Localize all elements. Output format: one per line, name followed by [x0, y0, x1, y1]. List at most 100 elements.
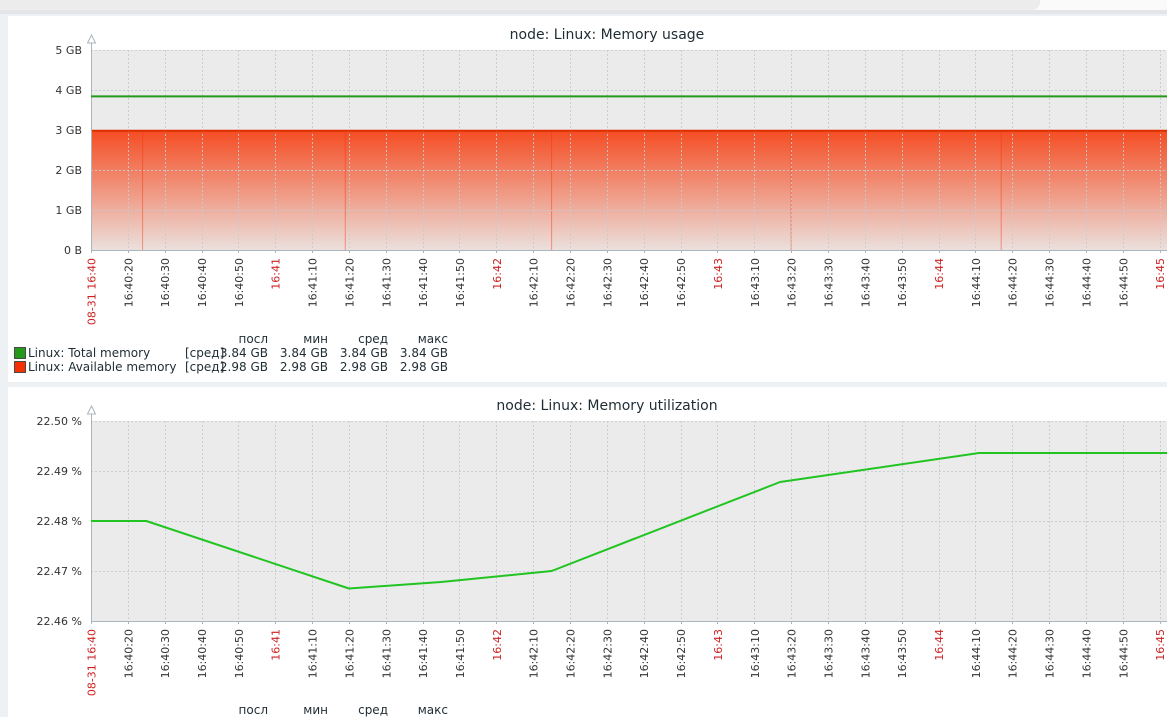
x-tick-label: 16:44:40: [1080, 629, 1093, 678]
legend-header-max: макс: [417, 703, 448, 717]
y-tick-label: 5 GB: [55, 44, 82, 57]
y-tick-label: 22.47 %: [37, 565, 82, 578]
chart-title: node: Linux: Memory utilization: [496, 398, 717, 414]
x-tick-label: 16:42:20: [565, 258, 578, 307]
y-axis-arrow-icon: [86, 404, 97, 415]
y-tick-label: 2 GB: [55, 164, 82, 177]
y-tick-label: 22.49 %: [37, 465, 82, 478]
legend-value: 3.84 GB: [339, 346, 388, 360]
x-tick-label: 16:42:30: [601, 258, 614, 307]
graph-legend: посл мин сред макс Linux: Total memory [с…: [8, 332, 534, 374]
x-tick-label: 16:40:20: [122, 629, 135, 678]
x-tick-label: 16:42:40: [638, 629, 651, 678]
x-tick-label: 16:42:30: [601, 629, 614, 678]
x-tick-label: 16:41:40: [417, 258, 430, 307]
graph-legend: посл мин сред макс: [8, 703, 534, 717]
x-tick-label: 16:42: [491, 258, 504, 290]
x-tick-label: 16:44:20: [1007, 258, 1020, 307]
x-tick-label: 16:44:30: [1044, 258, 1057, 307]
x-tick-label: 16:43: [712, 258, 725, 290]
y-tick-label: 1 GB: [55, 204, 82, 217]
legend-value: 2.98 GB: [219, 360, 268, 374]
x-tick-label: 16:40:30: [159, 258, 172, 307]
x-tick-label: 16:44:30: [1044, 629, 1057, 678]
x-tick-label: 16:42:10: [528, 629, 541, 678]
x-tick-label: 16:43: [712, 629, 725, 661]
y-tick-label: 22.46 %: [37, 615, 82, 628]
browser-tab-strip: [0, 0, 1167, 10]
x-tick-label: 16:40:40: [196, 258, 209, 307]
memory-usage-graph[interactable]: node: Linux: Memory usage 5 GB 4 GB 3 GB 2 …: [8, 16, 1167, 328]
y-tick-label: 22.48 %: [37, 515, 82, 528]
legend-value: 3.84 GB: [399, 346, 448, 360]
x-tick-label: 16:43:50: [896, 629, 909, 678]
x-tick-label: 16:43:30: [822, 629, 835, 678]
legend-swatch-cell: [14, 360, 28, 376]
x-tick-label: 16:44:50: [1117, 258, 1130, 307]
x-tick-label: 16:40:50: [233, 258, 246, 307]
legend-value: 3.84 GB: [219, 346, 268, 360]
legend-row: Linux: Available memory [сред] 2.98 GB 2.98…: [14, 360, 534, 374]
legend-header-min: мин: [303, 332, 328, 346]
plot-area: 22.50 % 22.49 % 22.48 % 22.47 % 22.46 % 08-31…: [37, 404, 1167, 696]
y-tick-label: 22.50 %: [37, 415, 82, 428]
x-tick-label: 16:42:10: [528, 258, 541, 307]
x-tick-label: 16:41:30: [380, 258, 393, 307]
x-tick-label: 16:44:40: [1080, 258, 1093, 307]
legend-value: 2.98 GB: [399, 360, 448, 374]
divider: [0, 10, 1167, 14]
x-tick-label: 08-31 16:40: [86, 258, 99, 325]
x-tick-label: 16:41:50: [454, 258, 467, 307]
x-tick-label: 16:43:40: [859, 629, 872, 678]
x-tick-label: 16:42:50: [675, 258, 688, 307]
legend-value: 2.98 GB: [339, 360, 388, 374]
line-series: [91, 452, 1167, 590]
x-tick-label: 16:41:10: [307, 629, 320, 678]
x-tick-label: 16:41:50: [454, 629, 467, 678]
legend-header-avg: сред: [358, 332, 388, 346]
x-tick-label: 16:44:10: [970, 629, 983, 678]
area-series: [91, 130, 1167, 250]
x-tick-label: 16:40:30: [159, 629, 172, 678]
x-tick-label: 16:40:40: [196, 629, 209, 678]
y-tick-label: 0 B: [64, 244, 82, 257]
memory-utilization-graph-panel: node: Linux: Memory utilization 22.50 % 2…: [8, 387, 1167, 717]
x-tick-label: 16:43:10: [749, 629, 762, 678]
x-tick-label: 16:42:40: [638, 258, 651, 307]
legend-rows: Linux: Total memory [сред] 3.84 GB 3.84 GB 3…: [14, 346, 534, 374]
x-tick-label: 16:45: [1154, 258, 1167, 290]
x-tick-label: 16:44:20: [1007, 629, 1020, 678]
plot-area: 5 GB 4 GB 3 GB 2 GB 1 GB 0 B 08-31 16:40 16:40:…: [55, 33, 1167, 325]
browser-tab[interactable]: [0, 0, 1040, 10]
x-tick-label: 16:43:30: [822, 258, 835, 307]
legend-header-min: мин: [303, 703, 328, 717]
memory-utilization-graph[interactable]: node: Linux: Memory utilization 22.50 %2…: [8, 387, 1167, 699]
legend-function: [сред]: [185, 360, 225, 374]
x-tick-label: 16:41: [270, 258, 283, 290]
legend-value: 3.84 GB: [279, 346, 328, 360]
x-tick-label: 16:44:50: [1117, 629, 1130, 678]
x-tick-label: 16:41:20: [343, 258, 356, 307]
chart-title: node: Linux: Memory usage: [510, 27, 705, 43]
x-tick-label: 16:42: [491, 629, 504, 661]
x-tick-label: 16:43:40: [859, 258, 872, 307]
x-tick-label: 16:41:10: [307, 258, 320, 307]
legend-function: [сред]: [185, 346, 225, 360]
x-tick-label: 16:43:20: [786, 629, 799, 678]
x-tick-label: 16:42:20: [565, 629, 578, 678]
legend-header-last: посл: [238, 703, 268, 717]
legend-item-label: Linux: Total memory: [28, 346, 151, 360]
legend-swatch-cell: [14, 346, 28, 362]
x-tick-label: 16:40:20: [122, 258, 135, 307]
legend-value: 2.98 GB: [279, 360, 328, 374]
legend-header-last: посл: [238, 332, 268, 346]
x-tick-label: 16:41:40: [417, 629, 430, 678]
legend-header-avg: сред: [358, 703, 388, 717]
y-tick-label: 3 GB: [55, 124, 82, 137]
x-tick-label: 16:41:20: [343, 629, 356, 678]
gridlines: [91, 421, 1167, 622]
legend-item-label: Linux: Available memory: [28, 360, 177, 374]
x-tick-label: 08-31 16:40: [86, 629, 99, 696]
x-tick-label: 16:41: [270, 629, 283, 661]
x-tick-label: 16:44:10: [970, 258, 983, 307]
